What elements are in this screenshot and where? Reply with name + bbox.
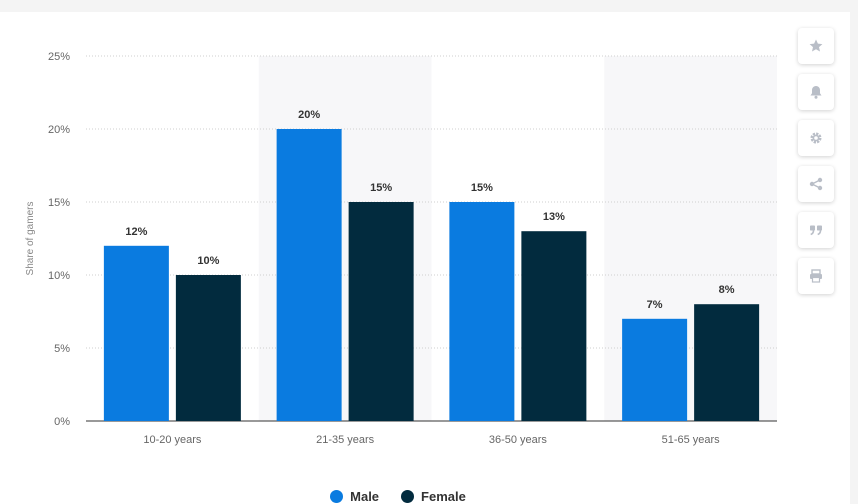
bar-male-2	[276, 129, 342, 421]
gear-icon	[810, 132, 822, 144]
data-label-female-3: 13%	[543, 211, 565, 223]
cite-button[interactable]	[798, 212, 834, 248]
x-tick-label-2: 21-35 years	[316, 434, 375, 446]
data-label-male-2: 20%	[298, 109, 320, 121]
data-label-female-2: 15%	[370, 182, 392, 194]
data-label-male-1: 12%	[125, 226, 147, 238]
bar-female-2	[348, 202, 414, 421]
y-tick-label-10: 10%	[48, 270, 70, 282]
print-icon	[810, 269, 822, 283]
y-tick-label-25: 25%	[48, 51, 70, 63]
print-button[interactable]	[798, 258, 834, 294]
star-icon	[809, 39, 823, 52]
legend-marker-male	[330, 490, 344, 503]
legend-marker-female	[401, 490, 415, 503]
y-tick-label-5: 5%	[54, 343, 70, 355]
legend-label-female: Female	[421, 489, 466, 504]
legend-item-male[interactable]: Male	[330, 489, 379, 504]
notification-button[interactable]	[798, 74, 834, 110]
x-tick-label-1: 10-20 years	[143, 434, 202, 446]
quote-icon	[810, 225, 822, 236]
y-tick-label-0: 0%	[54, 416, 70, 428]
bar-female-1	[175, 275, 241, 421]
bar-male-1	[103, 245, 169, 421]
data-label-male-3: 15%	[471, 182, 493, 194]
bar-female-3	[521, 231, 587, 421]
y-tick-label-20: 20%	[48, 124, 70, 136]
data-label-female-4: 8%	[719, 284, 735, 296]
favorite-button[interactable]	[798, 28, 834, 64]
x-tick-label-3: 36-50 years	[489, 434, 548, 446]
legend-label-male: Male	[350, 489, 380, 504]
legend-item-female[interactable]: Female	[401, 489, 466, 504]
share-button[interactable]	[798, 166, 834, 202]
data-label-male-4: 7%	[647, 299, 663, 311]
bell-icon	[810, 86, 822, 99]
side-toolbar	[798, 28, 834, 304]
bar-female-4	[694, 304, 760, 421]
bar-chart: 0% 5% 10% 15% 20% 25% Share of gamers 12% 10% 10-…	[25, 51, 777, 446]
settings-button[interactable]	[798, 120, 834, 156]
chart-legend: Male Female	[0, 489, 796, 504]
share-icon	[809, 177, 823, 191]
data-label-female-1: 10%	[197, 255, 219, 267]
x-tick-label-4: 51-65 years	[662, 434, 721, 446]
bar-male-3	[449, 202, 515, 421]
y-tick-label-15: 15%	[48, 197, 70, 209]
chart-card: 0% 5% 10% 15% 20% 25% Share of gamers 12% 10% 10-…	[0, 12, 850, 504]
y-axis-label: Share of gamers	[25, 202, 36, 276]
bar-male-4	[622, 318, 688, 421]
